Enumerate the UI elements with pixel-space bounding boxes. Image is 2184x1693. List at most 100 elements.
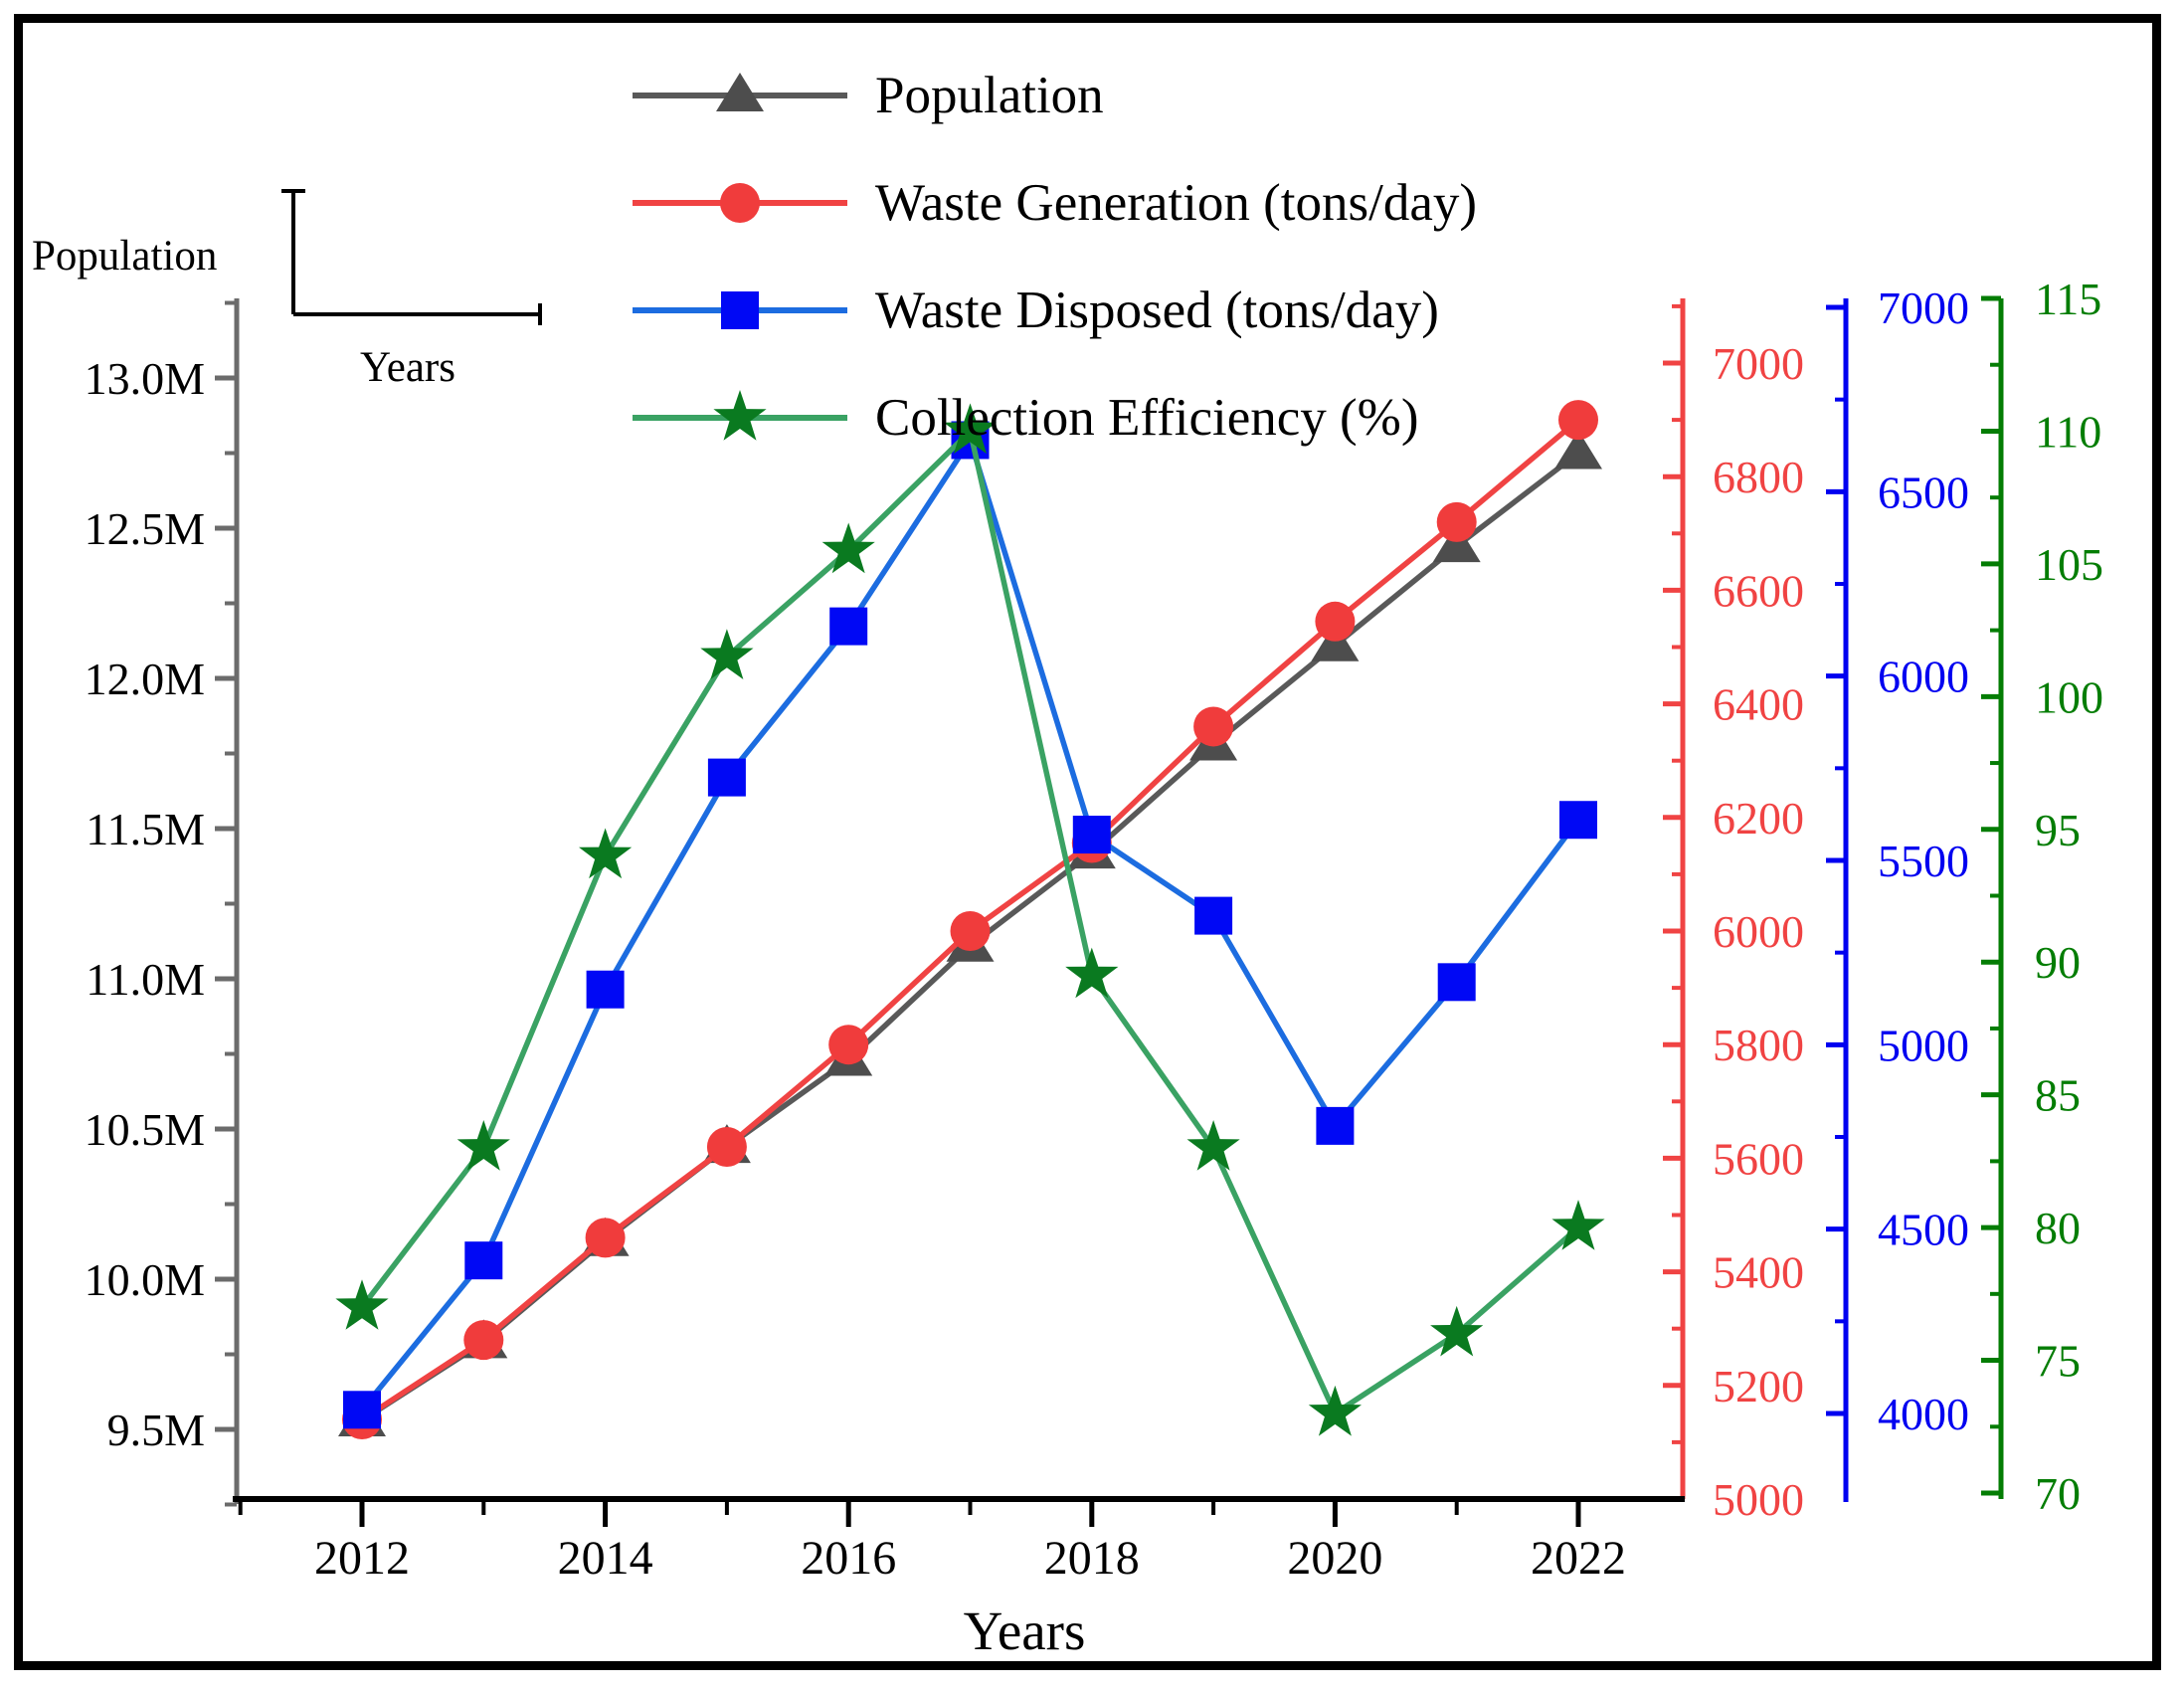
inset-population-axis-label: Population [32, 233, 218, 280]
legend-marker-waste-generation [633, 183, 847, 223]
axis-waste-generation: 5000 5200 5400 5600 5800 6000 6200 6400 6600 6800… [1663, 298, 1804, 1525]
tick-label: 13.0M [85, 353, 205, 404]
tick-label: 9.5M [107, 1405, 205, 1455]
x-tick-label: 2014 [558, 1532, 653, 1585]
tick-label: 11.5M [86, 804, 205, 854]
data-point-marker [707, 758, 746, 797]
tick-label: 7000 [1878, 282, 1969, 333]
tick-label: 95 [2035, 805, 2081, 855]
data-point-marker [1072, 816, 1111, 854]
series-waste-generation-tons-day [342, 400, 1598, 1440]
chart-legend: Population Waste Generation (tons/day) W… [625, 42, 1477, 471]
tick-label: 6000 [1878, 652, 1969, 702]
data-point-marker [1554, 430, 1602, 470]
legend-label-population: Population [875, 66, 1104, 124]
legend-item-collection-efficiency: Collection Efficiency (%) [625, 364, 1477, 471]
tick-label: 4500 [1878, 1205, 1969, 1255]
tick-label: 12.0M [85, 654, 205, 704]
legend-marker-shape [721, 291, 759, 329]
data-point-marker [706, 1126, 747, 1167]
data-point-marker [1316, 1106, 1355, 1145]
tick-label: 80 [2035, 1203, 2081, 1253]
tick-label: 90 [2035, 937, 2081, 988]
data-point-marker [1194, 896, 1233, 935]
x-tick-label: 2012 [314, 1532, 410, 1585]
tick-label: 6200 [1713, 793, 1804, 844]
tick-label: 115 [2035, 274, 2101, 324]
data-point-marker [586, 970, 625, 1009]
x-tick-label: 2016 [801, 1532, 896, 1585]
data-point-marker [1065, 947, 1119, 999]
legend-marker-shape [716, 73, 764, 111]
data-point-marker [821, 522, 875, 574]
data-point-marker [343, 1391, 381, 1429]
legend-marker-collection-efficiency [633, 390, 847, 441]
axis-efficiency: 70 75 80 85 90 95 100 105 110 115 [1981, 274, 2103, 1519]
tick-label: 5600 [1713, 1133, 1804, 1184]
axis-waste-disposed: 4000 4500 5000 5500 6000 6500 7000 [1826, 282, 1969, 1502]
data-point-marker [828, 1025, 869, 1065]
legend-label-collection-efficiency: Collection Efficiency (%) [875, 388, 1419, 447]
data-point-marker [1308, 1385, 1362, 1436]
data-point-marker [579, 828, 633, 879]
data-point-marker [585, 1218, 626, 1258]
tick-label: 100 [2035, 671, 2103, 722]
legend-item-waste-generation: Waste Generation (tons/day) [625, 149, 1477, 257]
legend-label-waste-disposed: Waste Disposed (tons/day) [875, 281, 1439, 339]
tick-label: 10.5M [85, 1104, 205, 1155]
tick-label: 12.5M [85, 503, 205, 554]
data-point-marker [1551, 1200, 1605, 1250]
tick-label: 5000 [1878, 1020, 1969, 1070]
data-point-marker [950, 911, 991, 951]
tick-label: 70 [2035, 1468, 2081, 1519]
tick-label: 5400 [1713, 1247, 1804, 1298]
tick-label: 6500 [1878, 467, 1969, 517]
tick-label: 11.0M [86, 954, 205, 1005]
tick-label: 5000 [1713, 1474, 1804, 1525]
data-point-marker [463, 1320, 504, 1361]
tick-label: 5200 [1713, 1361, 1804, 1411]
legend-glyph [633, 291, 847, 329]
data-point-marker [829, 607, 868, 646]
tick-label: 6400 [1713, 679, 1804, 730]
tick-label: 10.0M [85, 1254, 205, 1305]
series-collection-efficiency [335, 403, 1605, 1436]
legend-item-waste-disposed: Waste Disposed (tons/day) [625, 257, 1477, 364]
axis-population: 9.5M 10.0M 10.5M 11.0M 11.5M 12.0M 12.5M 13.0M [85, 298, 240, 1507]
tick-label: 5500 [1878, 836, 1969, 886]
legend-marker-shape [720, 183, 760, 223]
legend-glyph [633, 183, 847, 223]
axis-x: 2012 2014 2016 2018 2020 2022 [233, 1496, 1685, 1585]
x-tick-label: 2018 [1044, 1532, 1140, 1585]
tick-label: 6600 [1713, 565, 1804, 616]
axis-direction-inset [281, 189, 542, 325]
legend-item-population: Population [625, 42, 1477, 149]
data-point-marker [464, 1241, 503, 1280]
figure-border [14, 14, 2161, 1670]
tick-label: 6000 [1713, 906, 1804, 957]
tick-label: 4000 [1878, 1389, 1969, 1439]
data-point-marker [1558, 400, 1598, 441]
legend-label-waste-generation: Waste Generation (tons/day) [875, 173, 1478, 232]
legend-marker-population [633, 73, 847, 111]
legend-marker-shape [713, 390, 767, 441]
legend-glyph [633, 73, 847, 111]
data-point-marker [1432, 523, 1481, 563]
data-point-marker [1430, 1305, 1484, 1357]
data-point-marker [1437, 963, 1476, 1002]
data-point-marker [1559, 801, 1597, 840]
data-point-marker [456, 1120, 510, 1171]
x-tick-label: 2020 [1287, 1532, 1382, 1585]
data-point-marker [1193, 706, 1234, 747]
data-point-marker [1311, 622, 1360, 661]
data-point-marker [700, 629, 754, 679]
legend-marker-waste-disposed [633, 291, 847, 329]
tick-label: 105 [2035, 539, 2103, 590]
legend-glyph [633, 390, 847, 441]
data-point-marker [1186, 1120, 1240, 1171]
inset-years-axis-label: Years [360, 344, 455, 391]
tick-label: 6800 [1713, 452, 1804, 502]
x-axis-title: Years [963, 1600, 1086, 1661]
data-point-marker [1436, 501, 1477, 542]
